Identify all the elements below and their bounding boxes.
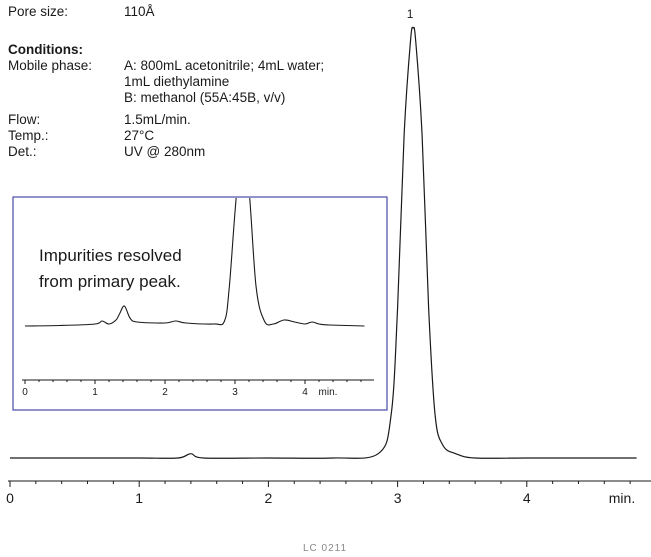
inset-x-unit-label: min. (319, 387, 338, 398)
det-value: UV @ 280nm (124, 144, 206, 159)
x-tick-label: 4 (523, 490, 531, 506)
x-tick-label: 0 (6, 490, 14, 506)
flow-label: Flow: (8, 112, 41, 127)
mobile-phase-a-line1: A: 800mL acetonitrile; 4mL water; (124, 58, 325, 73)
figure-code: LC 0211 (303, 543, 347, 554)
chromatogram-trace (9, 26, 637, 459)
x-unit-label: min. (609, 490, 635, 506)
inset-x-tick-label: 0 (22, 387, 28, 398)
peak-1-label: 1 (407, 7, 414, 21)
det-label: Det.: (8, 144, 37, 159)
mobile-phase-label: Mobile phase: (8, 58, 93, 73)
mobile-phase-b: B: methanol (55A:45B, v/v) (124, 90, 286, 105)
x-tick-label: 2 (265, 490, 273, 506)
temp-value: 27°C (124, 128, 155, 143)
inset-annotation-line2: from primary peak. (39, 272, 181, 291)
mobile-phase-a-line2: 1mL diethylamine (124, 74, 230, 89)
flow-value: 1.5mL/min. (124, 112, 191, 127)
inset-annotation-line1: Impurities resolved (39, 246, 182, 265)
inset-x-tick-label: 3 (232, 387, 238, 398)
inset-frame (12, 196, 388, 411)
inset-trace (24, 198, 365, 327)
inset-x-tick-label: 1 (92, 387, 98, 398)
x-tick-label: 1 (135, 490, 143, 506)
pore-size-label: Pore size: (8, 4, 69, 19)
pore-size-value: 110Å (124, 4, 155, 19)
conditions-heading: Conditions: (8, 42, 83, 57)
inset-x-tick-label: 2 (162, 387, 168, 398)
inset-x-tick-label: 4 (302, 387, 308, 398)
x-tick-label: 3 (394, 490, 402, 506)
temp-label: Temp.: (8, 128, 49, 143)
